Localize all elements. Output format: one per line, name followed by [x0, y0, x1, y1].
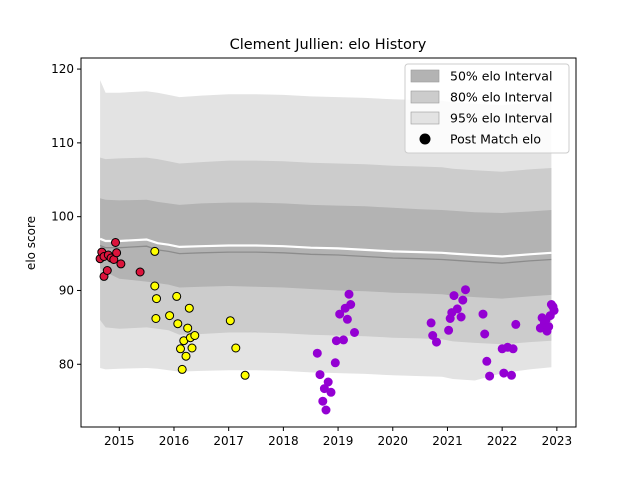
match-point	[102, 266, 112, 275]
x-tick-label: 2018	[268, 434, 299, 448]
match-point	[172, 291, 182, 301]
match-point	[549, 305, 559, 315]
match-point	[428, 331, 438, 340]
match-point	[458, 295, 468, 305]
match-point	[482, 356, 492, 366]
y-tick-label: 120	[51, 62, 74, 76]
y-axis-label: elo score	[24, 216, 38, 270]
x-tick-label: 2015	[104, 434, 135, 448]
x-tick-label: 2019	[323, 434, 354, 448]
interval-bands	[99, 80, 552, 381]
legend-marker	[419, 133, 431, 145]
legend-label: 50% elo Interval	[450, 69, 552, 84]
match-point	[449, 291, 459, 301]
x-tick-label: 2023	[542, 434, 573, 448]
legend: 50% elo Interval 80% elo Interval 95% elo …	[404, 63, 570, 154]
match-point	[152, 294, 161, 304]
match-point	[319, 384, 329, 394]
match-point	[231, 343, 241, 353]
match-point	[150, 246, 160, 256]
match-point	[150, 281, 160, 291]
match-point	[344, 289, 354, 299]
legend-box	[404, 63, 570, 154]
match-point	[326, 387, 336, 397]
match-point	[507, 370, 516, 380]
match-point	[511, 319, 521, 329]
legend-label: 95% elo Interval	[450, 111, 552, 126]
match-point	[346, 300, 356, 309]
match-point	[335, 309, 345, 319]
match-point	[225, 316, 235, 326]
match-point	[456, 312, 466, 322]
legend-label: Post Match elo	[450, 132, 541, 147]
match-point	[165, 311, 175, 321]
match-point	[342, 314, 352, 324]
match-point	[350, 328, 359, 337]
mean-elo-line	[99, 237, 552, 258]
plot-frame	[80, 57, 577, 428]
x-tick-label: 2016	[159, 434, 190, 448]
match-point	[190, 331, 200, 340]
match-point	[240, 370, 250, 380]
x-tick-label: 2017	[213, 434, 244, 448]
y-tick-label: 90	[59, 283, 74, 297]
match-point	[112, 248, 122, 258]
match-point	[111, 238, 120, 247]
match-point	[116, 259, 126, 269]
match-point	[452, 304, 462, 314]
y-tick-label: 100	[51, 210, 74, 224]
x-tick-label: 2020	[377, 434, 408, 448]
match-point	[339, 335, 348, 345]
match-point	[181, 351, 191, 361]
match-point	[315, 370, 325, 380]
match-point	[187, 343, 197, 353]
legend-swatch	[410, 69, 440, 83]
match-point	[480, 329, 490, 339]
match-point	[485, 371, 495, 381]
x-axis: 2015 2016 2017 2018 2019 2020 2021 2022 2023	[104, 427, 572, 448]
match-point	[432, 337, 441, 347]
match-point	[183, 323, 193, 333]
match-point	[321, 405, 331, 415]
match-point	[177, 364, 187, 374]
y-tick-label: 110	[51, 136, 74, 150]
y-tick-label: 80	[59, 357, 74, 371]
match-point	[426, 318, 436, 328]
match-point	[173, 319, 183, 329]
match-point	[478, 309, 488, 319]
match-point	[544, 322, 554, 332]
x-tick-label: 2022	[487, 434, 518, 448]
match-point	[508, 344, 518, 354]
match-point	[318, 396, 328, 406]
match-point	[312, 348, 322, 358]
match-point	[151, 314, 161, 323]
match-point	[461, 285, 470, 295]
match-point	[444, 325, 454, 335]
y-axis: 80 90 100 110 120	[51, 62, 81, 371]
match-point	[323, 377, 333, 387]
legend-swatch	[410, 90, 440, 104]
match-point	[499, 368, 509, 378]
legend-label: 80% elo Interval	[450, 90, 552, 105]
match-point	[184, 303, 194, 313]
match-point	[330, 358, 340, 368]
x-tick-label: 2021	[432, 434, 463, 448]
match-point	[135, 267, 145, 277]
chart-title: Clement Jullien: elo History	[230, 37, 427, 53]
match-point	[176, 344, 185, 354]
legend-swatch	[410, 111, 440, 125]
plot-area	[95, 80, 559, 415]
match-points	[95, 238, 559, 415]
